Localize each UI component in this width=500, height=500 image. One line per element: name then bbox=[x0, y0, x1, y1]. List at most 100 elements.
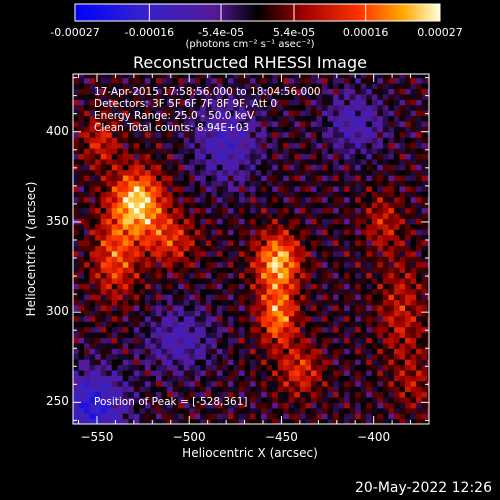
heatmap-cell bbox=[227, 191, 235, 198]
heatmap-cell bbox=[299, 294, 307, 301]
heatmap-cell bbox=[133, 413, 140, 420]
heatmap-cell bbox=[194, 283, 201, 290]
heatmap-cell bbox=[310, 337, 318, 344]
heatmap-cell bbox=[416, 212, 423, 219]
heatmap-cell bbox=[244, 250, 251, 257]
heatmap-cell bbox=[299, 153, 307, 160]
heatmap-cell bbox=[189, 110, 196, 117]
heatmap-cell bbox=[327, 142, 334, 149]
x-tick-label: −550 bbox=[80, 430, 114, 444]
heatmap-cell bbox=[388, 413, 395, 420]
heatmap-cell bbox=[139, 137, 146, 144]
heatmap-cell bbox=[172, 342, 179, 349]
heatmap-cell bbox=[405, 169, 412, 176]
heatmap-cell bbox=[216, 380, 224, 387]
heatmap-cell bbox=[200, 223, 207, 230]
heatmap-cell bbox=[78, 337, 85, 344]
heatmap-cell bbox=[78, 115, 85, 122]
heatmap-cell bbox=[172, 234, 179, 241]
heatmap-cell bbox=[106, 364, 113, 371]
heatmap-cell bbox=[360, 147, 367, 154]
heatmap-cell bbox=[427, 375, 429, 382]
heatmap-cell bbox=[172, 359, 179, 366]
heatmap-cell bbox=[338, 250, 345, 257]
heatmap-cell bbox=[133, 131, 140, 138]
heatmap-cell bbox=[427, 310, 429, 317]
heatmap-cell bbox=[133, 223, 140, 230]
heatmap-cell bbox=[144, 196, 152, 203]
heatmap-cell bbox=[338, 256, 345, 263]
heatmap-cell bbox=[388, 142, 395, 149]
heatmap-cell bbox=[355, 413, 362, 420]
heatmap-cell bbox=[172, 126, 179, 133]
heatmap-cell bbox=[111, 250, 118, 257]
heatmap-cell bbox=[416, 359, 423, 366]
heatmap-cell bbox=[299, 375, 307, 382]
heatmap-cell bbox=[410, 212, 417, 219]
heatmap-cell bbox=[277, 180, 284, 187]
heatmap-cell bbox=[222, 93, 229, 100]
heatmap-cell bbox=[89, 164, 96, 171]
heatmap-cell bbox=[161, 212, 168, 219]
heatmap-cell bbox=[227, 396, 235, 403]
heatmap-cell bbox=[421, 256, 428, 263]
heatmap-cell bbox=[272, 299, 279, 306]
heatmap-cell bbox=[416, 267, 423, 274]
heatmap-cell bbox=[144, 326, 152, 333]
heatmap-cell bbox=[122, 191, 129, 198]
heatmap-cell bbox=[349, 239, 356, 246]
heatmap-cell bbox=[377, 315, 384, 322]
heatmap-cell bbox=[205, 256, 212, 263]
heatmap-cell bbox=[100, 250, 107, 257]
heatmap-cell bbox=[84, 185, 91, 192]
heatmap-cell bbox=[393, 353, 401, 360]
heatmap-cell bbox=[100, 137, 107, 144]
heatmap-cell bbox=[327, 245, 334, 252]
heatmap-cell bbox=[139, 158, 146, 165]
heatmap-cell bbox=[216, 223, 224, 230]
heatmap-cell bbox=[167, 126, 174, 133]
heatmap-cell bbox=[266, 380, 273, 387]
heatmap-cell bbox=[233, 315, 240, 322]
heatmap-cell bbox=[95, 369, 102, 376]
heatmap-cell bbox=[250, 348, 257, 355]
heatmap-cell bbox=[200, 326, 207, 333]
heatmap-cell bbox=[322, 137, 329, 144]
heatmap-cell bbox=[161, 380, 168, 387]
heatmap-cell bbox=[89, 348, 96, 355]
heatmap-cell bbox=[393, 261, 401, 268]
heatmap-cell bbox=[89, 196, 96, 203]
heatmap-cell bbox=[233, 359, 240, 366]
heatmap-cell bbox=[233, 288, 240, 295]
heatmap-cell bbox=[393, 185, 401, 192]
heatmap-cell bbox=[200, 180, 207, 187]
heatmap-cell bbox=[144, 342, 152, 349]
heatmap-cell bbox=[150, 147, 157, 154]
heatmap-cell bbox=[89, 126, 96, 133]
heatmap-cell bbox=[410, 418, 417, 424]
heatmap-cell bbox=[189, 342, 196, 349]
heatmap-cell bbox=[310, 212, 318, 219]
heatmap-cell bbox=[139, 110, 146, 117]
heatmap-cell bbox=[84, 250, 91, 257]
heatmap-cell bbox=[211, 342, 218, 349]
heatmap-cell bbox=[327, 375, 334, 382]
heatmap-cell bbox=[310, 191, 318, 198]
heatmap-cell bbox=[344, 299, 351, 306]
heatmap-cell bbox=[393, 375, 401, 382]
heatmap-cell bbox=[73, 386, 80, 393]
heatmap-cell bbox=[288, 256, 295, 263]
heatmap-cell bbox=[371, 245, 378, 252]
heatmap-cell bbox=[377, 369, 384, 376]
heatmap-cell bbox=[172, 402, 179, 409]
heatmap-cell bbox=[189, 359, 196, 366]
heatmap-cell bbox=[205, 418, 212, 424]
heatmap-cell bbox=[305, 131, 312, 138]
heatmap-cell bbox=[227, 175, 235, 182]
heatmap-cell bbox=[333, 77, 340, 84]
heatmap-cell bbox=[405, 153, 412, 160]
heatmap-cell bbox=[288, 120, 295, 127]
heatmap-cell bbox=[133, 153, 140, 160]
heatmap-cell bbox=[128, 283, 135, 290]
heatmap-cell bbox=[333, 288, 340, 295]
